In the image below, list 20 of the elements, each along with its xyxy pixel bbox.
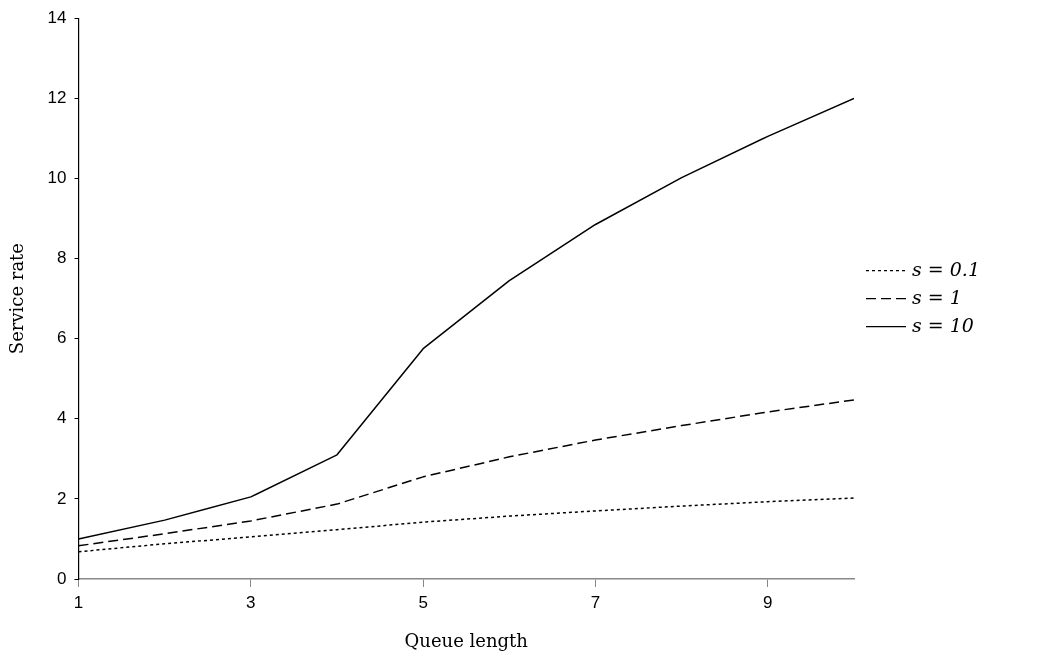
line-series	[78, 497, 854, 553]
x-tick-label: 1	[73, 592, 84, 612]
legend-label: s = 1	[912, 285, 962, 308]
y-axis-title: Service rate	[6, 243, 28, 355]
x-tick-label: 5	[418, 592, 428, 612]
y-tick-label: 0	[57, 568, 67, 588]
y-tick-label: 4	[57, 408, 67, 428]
y-tick-label: 2	[57, 488, 67, 508]
x-tick-label: 3	[246, 592, 256, 612]
y-tick-label: 10	[47, 168, 67, 188]
line-series	[78, 399, 854, 547]
x-axis-title: Queue length	[404, 629, 529, 651]
y-tick-label: 14	[47, 7, 67, 27]
x-tick-label: 9	[763, 592, 773, 612]
legend-label: s = 0.1	[912, 257, 980, 280]
y-tick-label: 8	[57, 248, 67, 268]
y-tick-label: 6	[57, 328, 67, 348]
y-tick-label: 12	[47, 88, 67, 107]
legend-label: s = 10	[912, 313, 974, 336]
x-tick-label: 7	[590, 592, 601, 612]
